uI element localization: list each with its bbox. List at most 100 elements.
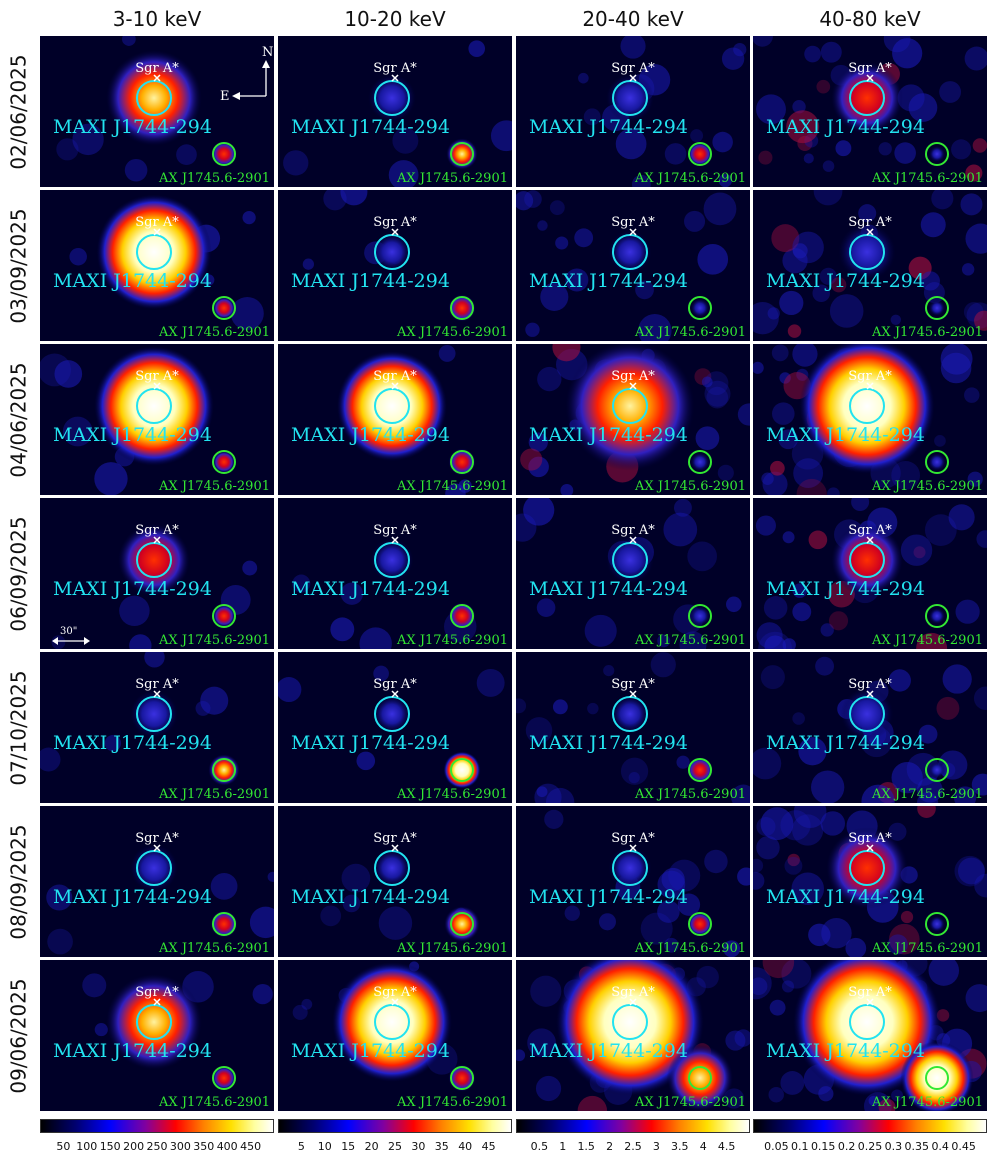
xray-image: Sgr A* MAXI J1744-294 AX J1745.6-2901: [291, 831, 508, 956]
ax-emission: [689, 605, 711, 627]
sgr-cross-icon: [391, 844, 399, 852]
ax-label: AX J1745.6-2901: [158, 325, 270, 340]
sgr-label: Sgr A*: [373, 369, 417, 384]
xray-panel: Sgr A* MAXI J1744-294 AX J1745.6-2901: [278, 36, 512, 187]
maxi-emission: [336, 350, 448, 462]
sgr-cross-icon: [866, 998, 874, 1006]
sgr-cross-icon: [391, 228, 399, 236]
ax-emission: [212, 604, 236, 628]
ax-region-circle: [688, 912, 712, 936]
maxi-label: MAXI J1744-294: [291, 270, 450, 292]
ax-label: AX J1745.6-2901: [871, 325, 983, 340]
ax-label: AX J1745.6-2901: [871, 787, 983, 802]
ax-label: AX J1745.6-2901: [158, 479, 270, 494]
ax-region-circle: [450, 1066, 474, 1090]
sgr-cross-icon: [629, 690, 637, 698]
xray-panel: Sgr A* MAXI J1744-294 AX J1745.6-2901: [753, 344, 987, 495]
sgr-label: Sgr A*: [135, 215, 179, 230]
sgr-cross-icon: [866, 228, 874, 236]
ax-emission: [690, 298, 710, 318]
maxi-label: MAXI J1744-294: [529, 424, 688, 446]
xray-image: Sgr A* MAXI J1744-294 AX J1745.6-2901: [753, 960, 987, 1111]
xray-image: Sgr A* MAXI J1744-294 AX J1745.6-2901: [516, 190, 746, 341]
xray-panel: Sgr A* MAXI J1744-294 AX J1745.6-2901: [516, 36, 750, 187]
ax-region-circle: [450, 142, 474, 166]
maxi-emission: [831, 62, 903, 134]
sgr-cross-icon: [391, 74, 399, 82]
xray-image: Sgr A* MAXI J1744-294 AX J1745.6-2901: [291, 190, 508, 340]
colorbar-tick-label: 10: [317, 1140, 332, 1153]
ax-emission: [211, 1065, 237, 1091]
ax-label: AX J1745.6-2901: [396, 1095, 508, 1110]
ax-region-circle: [688, 604, 712, 628]
ax-region-circle: [450, 450, 474, 474]
ax-label: AX J1745.6-2901: [396, 787, 508, 802]
xray-image: Sgr A* MAXI J1744-294 AX J1745.6-2901: [53, 970, 273, 1110]
xray-panel: Sgr A* MAXI J1744-294 AX J1745.6-2901: [753, 960, 987, 1111]
xray-image: Sgr A* MAXI J1744-294 AX J1745.6-2901: [291, 523, 508, 649]
maxi-emission: [332, 962, 452, 1082]
maxi-emission: [610, 694, 650, 734]
xray-image: Sgr A* MAXI J1744-294 AX J1745.6-2901: [755, 498, 987, 649]
row-date-text: 08/09/2025: [7, 823, 31, 940]
xray-image: Sgr A* MAXI J1744-294 AX J1745.6-2901: [291, 961, 508, 1110]
xray-panel: Sgr A* MAXI J1744-294 AX J1745.6-2901: [278, 806, 512, 957]
ax-emission: [666, 1044, 734, 1111]
ax-emission: [448, 294, 476, 322]
ax-region-circle: [688, 450, 712, 474]
scale-bar-icon: [52, 637, 90, 645]
xray-panel: Sgr A* MAXI J1744-294 AX J1745.6-2901: [40, 960, 274, 1111]
ax-region-circle: [925, 758, 949, 782]
sgr-cross-icon: [153, 844, 161, 852]
ax-label: AX J1745.6-2901: [634, 787, 746, 802]
ax-region-circle: [925, 912, 949, 936]
ax-emission: [212, 450, 236, 474]
ax-region-circle: [925, 296, 949, 320]
xray-image: Sgr A* MAXI J1744-294 AX J1745.6-2901: [753, 656, 987, 803]
ax-label: AX J1745.6-2901: [871, 1095, 983, 1110]
ax-label: AX J1745.6-2901: [158, 171, 270, 186]
colorbar-tick-label: 40: [458, 1140, 473, 1153]
sgr-label: Sgr A*: [135, 523, 179, 538]
colorbar-tick-label: 0.25: [857, 1140, 883, 1153]
maxi-emission: [372, 694, 412, 734]
colorbar-tick-label: 0.15: [810, 1140, 836, 1153]
maxi-label: MAXI J1744-294: [766, 886, 925, 908]
colorbar-tick-label: 100: [76, 1140, 98, 1153]
maxi-emission: [94, 346, 214, 466]
colorbar-tick-label: 0.2: [837, 1140, 856, 1153]
sgr-label: Sgr A*: [611, 523, 655, 538]
ax-label: AX J1745.6-2901: [396, 941, 508, 956]
ax-emission: [448, 448, 476, 476]
maxi-emission: [608, 846, 652, 890]
ax-label: AX J1745.6-2901: [634, 325, 746, 340]
xray-panel: Sgr A* MAXI J1744-294 AX J1745.6-2901: [278, 652, 512, 803]
sgr-cross-icon: [866, 74, 874, 82]
ax-label: AX J1745.6-2901: [871, 941, 983, 956]
ax-emission: [444, 906, 480, 942]
xray-image: Sgr A* MAXI J1744-294 AX J1745.6-2901: [753, 344, 983, 495]
maxi-emission: [831, 524, 903, 596]
xray-image: Sgr A* MAXI J1744-294 AX J1745.6-2901: [278, 665, 508, 802]
ax-emission: [687, 757, 713, 783]
xray-image: Sgr A* MAXI J1744-294 AX J1745.6-2901: [520, 344, 750, 495]
maxi-label: MAXI J1744-294: [529, 270, 688, 292]
colorbar-tick-label: 400: [216, 1140, 238, 1153]
colorbar-tick-label: 5: [297, 1140, 305, 1153]
maxi-label: MAXI J1744-294: [53, 116, 212, 138]
colorbar-tick-label: 0.3: [884, 1140, 903, 1153]
colorbar-tick-label: 30: [411, 1140, 426, 1153]
colorbar-1: [278, 1119, 512, 1133]
colorbar-tick-label: 0.1: [791, 1140, 809, 1153]
sgr-cross-icon: [153, 228, 161, 236]
sgr-cross-icon: [391, 690, 399, 698]
maxi-label: MAXI J1744-294: [766, 1040, 925, 1062]
row-date-label: 03/09/2025: [0, 190, 38, 341]
ax-emission: [687, 141, 713, 167]
sgr-cross-icon: [629, 382, 637, 390]
ax-label: AX J1745.6-2901: [396, 479, 508, 494]
maxi-label: MAXI J1744-294: [53, 424, 212, 446]
colorbar-tick-label: 50: [56, 1140, 71, 1153]
maxi-label: MAXI J1744-294: [766, 424, 925, 446]
maxi-emission: [372, 848, 412, 888]
